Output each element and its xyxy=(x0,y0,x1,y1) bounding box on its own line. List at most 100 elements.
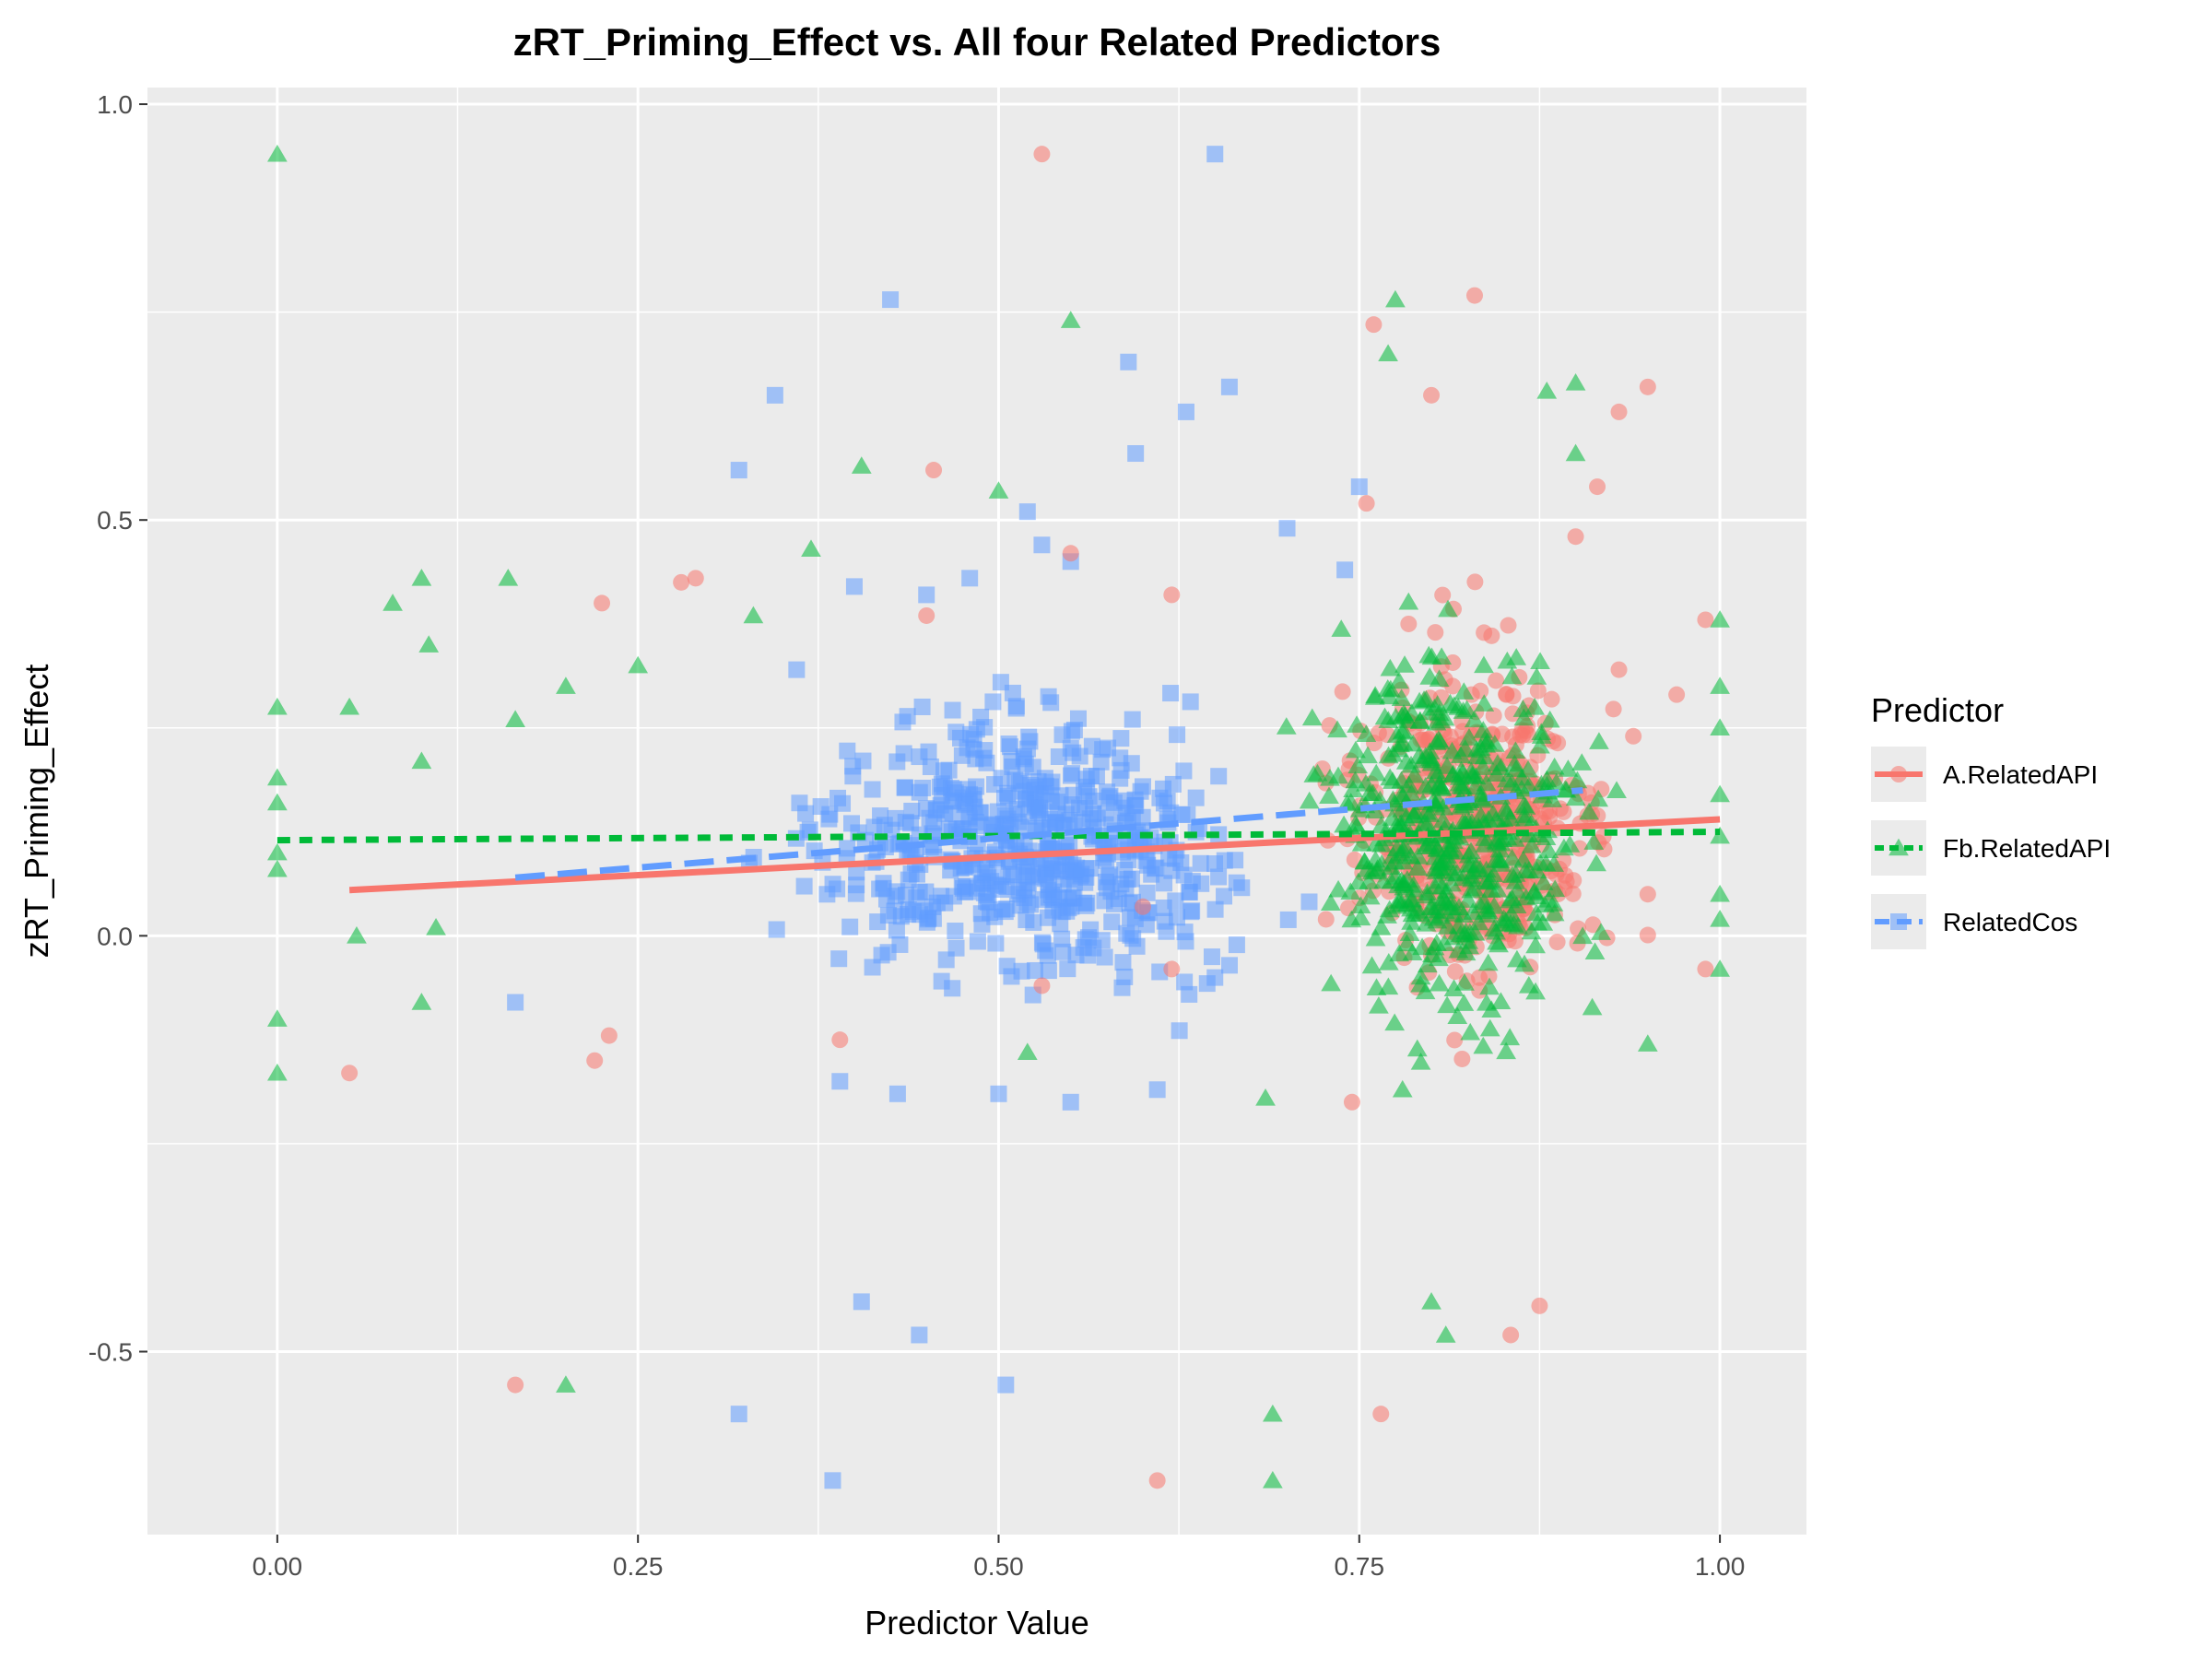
data-point xyxy=(1473,721,1494,738)
data-point xyxy=(895,745,912,762)
data-point xyxy=(1484,735,1505,752)
data-point xyxy=(853,1293,870,1311)
data-point xyxy=(1453,1050,1471,1067)
data-point xyxy=(1485,851,1506,868)
data-point xyxy=(1710,718,1730,736)
data-point xyxy=(1565,443,1586,462)
data-point xyxy=(924,898,941,915)
data-point xyxy=(1533,873,1554,890)
data-point xyxy=(1426,712,1447,731)
trend-line-fb-relatedapi xyxy=(276,829,1721,844)
data-point xyxy=(1036,870,1053,888)
data-point xyxy=(1392,1079,1413,1098)
data-point xyxy=(1530,853,1550,871)
data-point xyxy=(1018,894,1036,912)
data-point xyxy=(1526,667,1547,685)
data-point xyxy=(925,462,943,479)
y-tick-label: -0.5 xyxy=(88,1337,133,1366)
data-point xyxy=(347,925,367,944)
data-point xyxy=(1542,790,1563,807)
data-point xyxy=(872,807,889,825)
data-point xyxy=(1589,478,1606,496)
data-point xyxy=(1610,403,1628,420)
data-point xyxy=(1524,697,1545,715)
data-point xyxy=(1668,686,1686,703)
data-point xyxy=(1496,1041,1517,1060)
data-point xyxy=(1391,688,1412,706)
data-point xyxy=(1040,836,1057,853)
data-point xyxy=(1453,682,1475,700)
data-point xyxy=(1327,720,1347,738)
data-point xyxy=(1412,937,1432,956)
data-point xyxy=(1373,871,1394,889)
data-point xyxy=(1403,876,1424,893)
data-point xyxy=(1346,740,1366,759)
data-point xyxy=(1460,1022,1481,1041)
data-point xyxy=(1183,873,1201,890)
data-point xyxy=(1584,916,1602,934)
data-point xyxy=(1500,1028,1521,1046)
data-point xyxy=(1372,1406,1390,1423)
data-point xyxy=(1544,903,1565,922)
data-point xyxy=(1187,789,1205,806)
legend-label: A.RelatedAPI xyxy=(1943,760,2098,789)
data-point xyxy=(1062,545,1079,562)
data-point xyxy=(801,539,821,558)
legend-key-marker xyxy=(1888,838,1909,856)
data-point xyxy=(1206,969,1224,986)
data-point xyxy=(1410,1053,1431,1070)
data-point xyxy=(1710,884,1730,902)
data-point xyxy=(887,809,904,827)
data-point xyxy=(1444,677,1462,695)
data-point xyxy=(1432,810,1453,829)
data-point xyxy=(267,859,288,877)
data-point xyxy=(1479,977,1500,995)
data-point xyxy=(1371,816,1392,834)
data-point xyxy=(426,917,446,935)
data-point xyxy=(1538,841,1559,859)
data-point xyxy=(972,905,990,923)
data-point xyxy=(975,749,993,767)
data-point xyxy=(1395,752,1417,770)
data-point xyxy=(1459,728,1479,746)
data-point xyxy=(921,809,938,827)
data-point xyxy=(1475,835,1496,853)
data-point xyxy=(1378,952,1399,971)
data-point xyxy=(1065,786,1082,804)
data-point xyxy=(945,792,962,809)
data-point xyxy=(1001,738,1018,756)
data-point xyxy=(1366,763,1387,782)
data-point xyxy=(1319,786,1339,804)
data-point xyxy=(1421,1292,1441,1310)
data-point xyxy=(1508,916,1528,935)
data-point xyxy=(1100,789,1118,806)
data-point xyxy=(1397,894,1418,912)
data-point xyxy=(594,594,611,612)
data-point xyxy=(267,697,288,715)
data-point xyxy=(768,921,785,938)
data-point xyxy=(1443,904,1465,922)
data-point xyxy=(1394,655,1415,673)
data-point xyxy=(1506,933,1524,950)
data-point xyxy=(1210,868,1228,886)
data-point xyxy=(1501,666,1523,685)
data-point xyxy=(1397,711,1418,728)
data-point xyxy=(913,698,931,715)
data-point xyxy=(1487,832,1508,851)
data-point xyxy=(1173,806,1191,824)
data-point xyxy=(1005,865,1022,883)
data-point xyxy=(1416,689,1437,708)
data-point xyxy=(1710,909,1730,927)
data-point xyxy=(1018,503,1036,521)
data-point xyxy=(1606,781,1627,798)
data-point xyxy=(1536,770,1558,788)
data-point xyxy=(1571,753,1593,771)
data-point xyxy=(1392,722,1413,740)
data-point xyxy=(935,778,953,795)
data-point xyxy=(1459,936,1479,955)
data-point xyxy=(947,923,964,940)
data-point xyxy=(411,569,432,586)
y-tick-label: 0.5 xyxy=(97,506,133,535)
data-point xyxy=(1451,776,1472,794)
data-point xyxy=(1025,913,1042,931)
